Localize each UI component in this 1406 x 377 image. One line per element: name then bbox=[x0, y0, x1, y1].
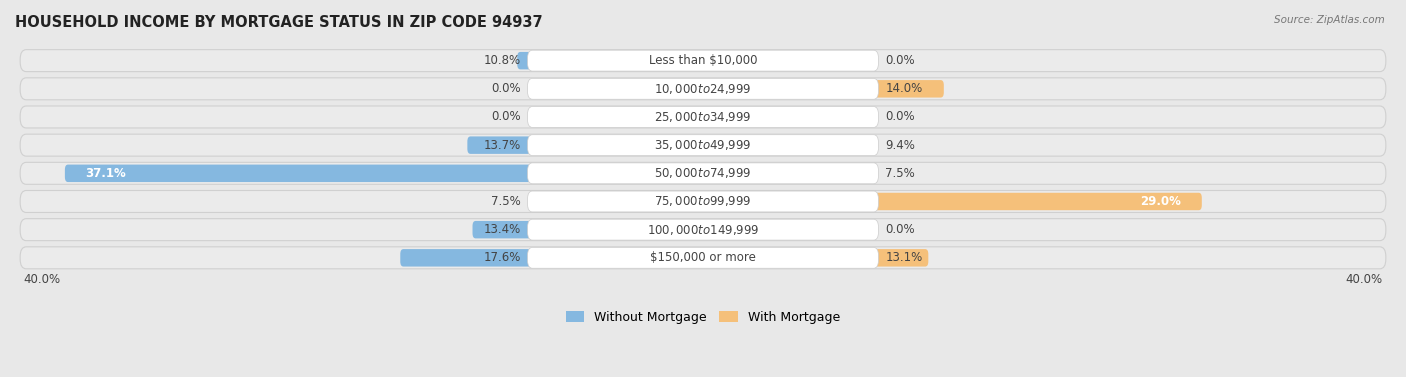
Text: 0.0%: 0.0% bbox=[886, 54, 915, 67]
FancyBboxPatch shape bbox=[20, 106, 1386, 128]
Text: 40.0%: 40.0% bbox=[1346, 273, 1382, 286]
FancyBboxPatch shape bbox=[527, 247, 879, 268]
FancyBboxPatch shape bbox=[703, 136, 865, 154]
Text: 0.0%: 0.0% bbox=[886, 223, 915, 236]
Text: 9.4%: 9.4% bbox=[886, 139, 915, 152]
FancyBboxPatch shape bbox=[401, 249, 703, 267]
Text: $10,000 to $24,999: $10,000 to $24,999 bbox=[654, 82, 752, 96]
FancyBboxPatch shape bbox=[20, 134, 1386, 156]
FancyBboxPatch shape bbox=[527, 135, 879, 156]
Text: 29.0%: 29.0% bbox=[1140, 195, 1181, 208]
FancyBboxPatch shape bbox=[20, 78, 1386, 100]
FancyBboxPatch shape bbox=[527, 78, 879, 99]
Text: $50,000 to $74,999: $50,000 to $74,999 bbox=[654, 166, 752, 180]
Text: 14.0%: 14.0% bbox=[886, 82, 922, 95]
Text: 13.4%: 13.4% bbox=[484, 223, 520, 236]
FancyBboxPatch shape bbox=[703, 193, 1202, 210]
Text: $75,000 to $99,999: $75,000 to $99,999 bbox=[654, 195, 752, 208]
Text: 37.1%: 37.1% bbox=[86, 167, 127, 180]
Text: 40.0%: 40.0% bbox=[24, 273, 60, 286]
FancyBboxPatch shape bbox=[703, 249, 928, 267]
Text: $150,000 or more: $150,000 or more bbox=[650, 251, 756, 264]
FancyBboxPatch shape bbox=[65, 165, 703, 182]
Text: 0.0%: 0.0% bbox=[886, 110, 915, 124]
Text: 13.1%: 13.1% bbox=[886, 251, 922, 264]
Text: 0.0%: 0.0% bbox=[491, 110, 520, 124]
FancyBboxPatch shape bbox=[472, 221, 703, 238]
Text: 7.5%: 7.5% bbox=[491, 195, 520, 208]
FancyBboxPatch shape bbox=[517, 52, 703, 69]
FancyBboxPatch shape bbox=[703, 80, 943, 98]
Text: 17.6%: 17.6% bbox=[484, 251, 520, 264]
Text: HOUSEHOLD INCOME BY MORTGAGE STATUS IN ZIP CODE 94937: HOUSEHOLD INCOME BY MORTGAGE STATUS IN Z… bbox=[15, 15, 543, 30]
FancyBboxPatch shape bbox=[527, 107, 879, 127]
Legend: Without Mortgage, With Mortgage: Without Mortgage, With Mortgage bbox=[561, 306, 845, 329]
Text: 0.0%: 0.0% bbox=[491, 82, 520, 95]
FancyBboxPatch shape bbox=[527, 219, 879, 240]
FancyBboxPatch shape bbox=[20, 50, 1386, 72]
FancyBboxPatch shape bbox=[527, 191, 879, 212]
FancyBboxPatch shape bbox=[20, 219, 1386, 241]
Text: Less than $10,000: Less than $10,000 bbox=[648, 54, 758, 67]
FancyBboxPatch shape bbox=[467, 136, 703, 154]
Text: $35,000 to $49,999: $35,000 to $49,999 bbox=[654, 138, 752, 152]
FancyBboxPatch shape bbox=[703, 165, 832, 182]
FancyBboxPatch shape bbox=[20, 190, 1386, 213]
FancyBboxPatch shape bbox=[527, 163, 879, 184]
Text: $100,000 to $149,999: $100,000 to $149,999 bbox=[647, 223, 759, 237]
Text: 10.8%: 10.8% bbox=[484, 54, 520, 67]
Text: Source: ZipAtlas.com: Source: ZipAtlas.com bbox=[1274, 15, 1385, 25]
Text: 7.5%: 7.5% bbox=[886, 167, 915, 180]
FancyBboxPatch shape bbox=[20, 162, 1386, 184]
Text: 13.7%: 13.7% bbox=[484, 139, 520, 152]
Text: $25,000 to $34,999: $25,000 to $34,999 bbox=[654, 110, 752, 124]
FancyBboxPatch shape bbox=[527, 50, 879, 71]
FancyBboxPatch shape bbox=[20, 247, 1386, 269]
FancyBboxPatch shape bbox=[574, 193, 703, 210]
